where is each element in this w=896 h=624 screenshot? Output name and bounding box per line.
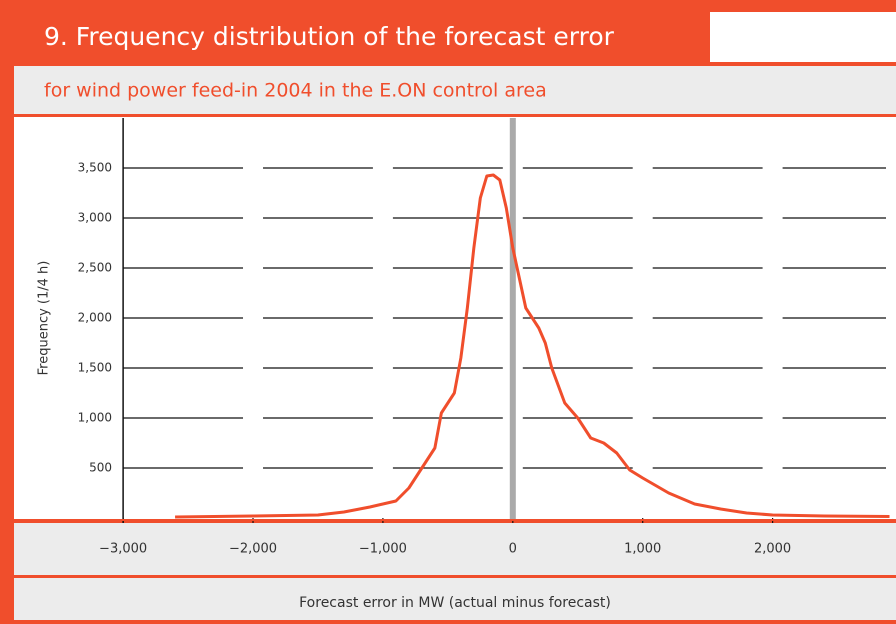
y-axis-label: Frequency (1/4 h) xyxy=(37,261,52,376)
y-tick-label: 1,500 xyxy=(78,361,112,375)
x-tick-band xyxy=(14,523,896,575)
x-tick-label: −2,000 xyxy=(229,542,277,557)
x-axis-label: Forecast error in MW (actual minus forec… xyxy=(299,595,611,611)
y-tick-label: 2,500 xyxy=(78,261,112,275)
data-line xyxy=(175,173,890,519)
subtitle-band xyxy=(14,66,896,114)
y-tick-label: 500 xyxy=(89,461,112,475)
subtitle: for wind power feed-in 2004 in the E.ON … xyxy=(44,80,547,102)
x-tick-label: 0 xyxy=(509,542,517,557)
y-tick-label: 3,500 xyxy=(78,161,112,175)
x-tick-label: 2,000 xyxy=(754,542,791,557)
x-tick-label: −1,000 xyxy=(359,542,407,557)
x-tick-label: 1,000 xyxy=(624,542,661,557)
x-tick-label: −3,000 xyxy=(99,542,147,557)
header-box xyxy=(710,12,896,62)
x-label-band xyxy=(14,578,896,620)
y-tick-label: 3,000 xyxy=(78,211,112,225)
chart-title: 9. Frequency distribution of the forecas… xyxy=(44,22,615,51)
y-tick-label: 2,000 xyxy=(78,311,112,325)
y-tick-label: 1,000 xyxy=(78,411,112,425)
